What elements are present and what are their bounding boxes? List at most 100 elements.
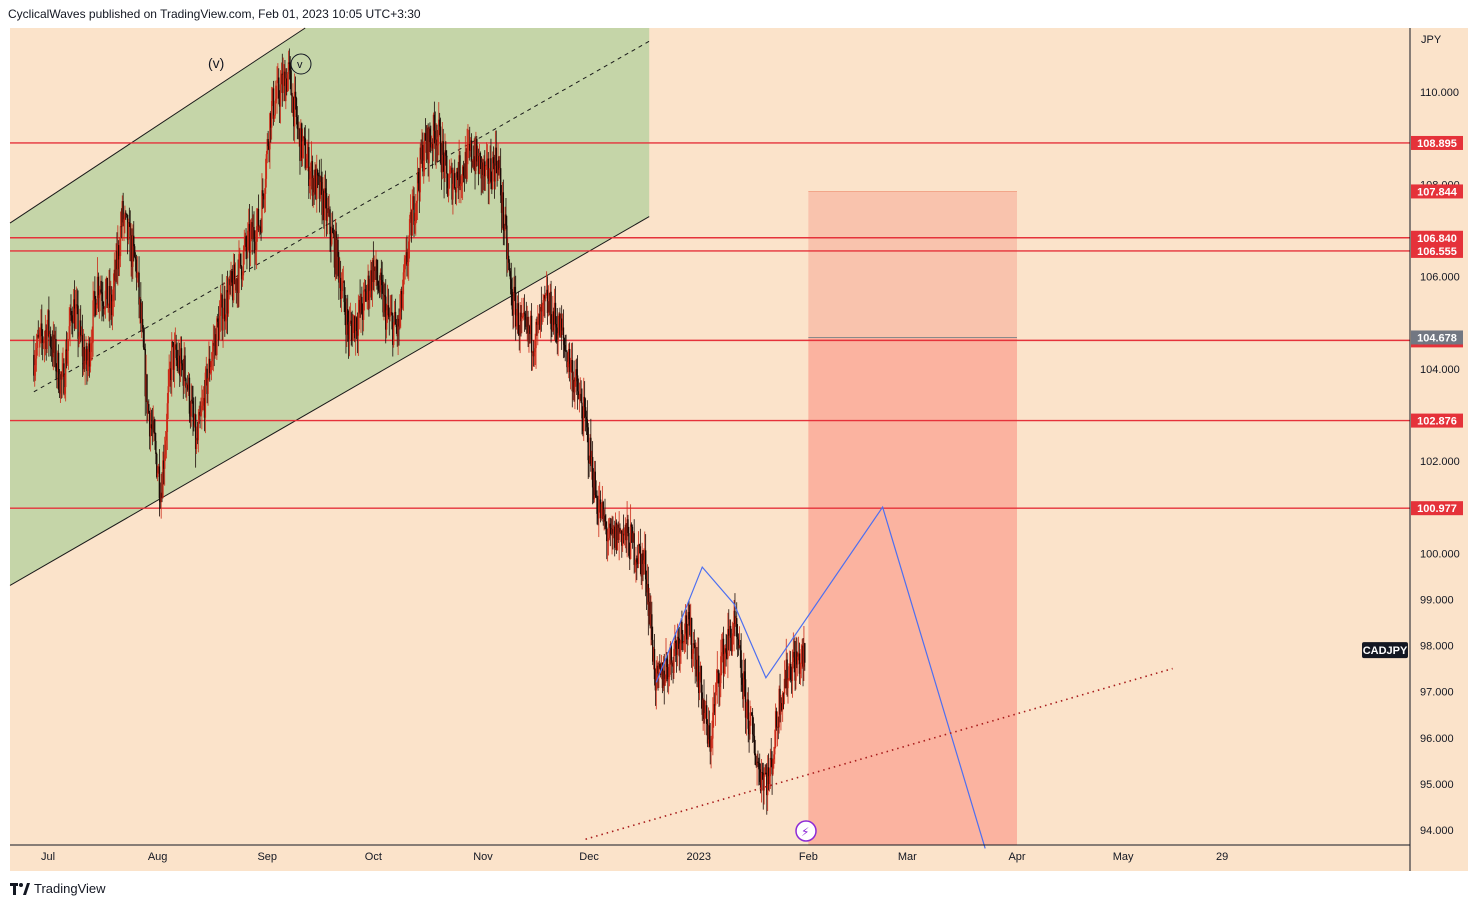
footer-brand[interactable]: TradingView <box>10 881 106 896</box>
candle-body <box>588 460 590 464</box>
candle-body <box>63 363 65 394</box>
candle-body <box>69 308 71 327</box>
candle-body <box>478 153 481 174</box>
candle-body <box>334 231 337 268</box>
candle-body <box>522 315 524 317</box>
candle-body <box>179 348 182 376</box>
candle-body <box>291 94 293 113</box>
candle-body <box>728 628 730 636</box>
candle-body <box>445 150 447 156</box>
price-tick-label: 106.000 <box>1420 272 1460 284</box>
candle-body <box>772 759 774 775</box>
candle-body <box>221 294 223 331</box>
candle-body <box>508 262 511 272</box>
candle-body <box>189 413 192 417</box>
candle-body <box>448 174 451 188</box>
candle-body <box>765 772 767 775</box>
candle-body <box>127 222 130 240</box>
candle-body <box>695 659 697 669</box>
candle-body <box>64 349 67 388</box>
candle-body <box>220 294 222 304</box>
candle-body <box>547 301 550 313</box>
candle-body <box>112 286 115 302</box>
candle-body <box>574 381 576 393</box>
time-tick-label: May <box>1113 851 1134 863</box>
candle-body <box>262 190 264 196</box>
price-tick-label: 97.000 <box>1420 687 1454 699</box>
time-tick-label: Mar <box>898 851 917 863</box>
candle-body <box>454 187 457 193</box>
candle-body <box>294 91 297 99</box>
candle-body <box>598 499 601 506</box>
candle-body <box>459 155 461 186</box>
candle-body <box>352 323 354 341</box>
candle-body <box>705 705 707 713</box>
candle-body <box>692 643 695 654</box>
candle-body <box>754 753 756 765</box>
price-badge <box>1411 243 1463 258</box>
candle-body <box>58 389 61 394</box>
candle-body <box>724 648 726 655</box>
candle-body <box>232 264 235 301</box>
candle-body <box>796 651 798 665</box>
candle-body <box>433 114 436 131</box>
candle-body <box>95 298 97 315</box>
candle-body <box>564 345 566 351</box>
candle-body <box>804 643 806 663</box>
candle-body <box>705 705 708 724</box>
candle-body <box>519 312 521 335</box>
candle-body <box>624 524 627 530</box>
candle-body <box>656 665 658 668</box>
candle-body <box>539 307 542 330</box>
candle-body <box>729 625 732 638</box>
candle-body <box>91 342 93 344</box>
candle-body <box>83 347 85 370</box>
time-scale-area[interactable] <box>10 845 1410 871</box>
candle-body <box>259 226 261 228</box>
candle-body <box>622 533 625 536</box>
candle-body <box>480 156 482 179</box>
candle-body <box>207 378 209 394</box>
candle-body <box>439 126 442 164</box>
candle-body <box>179 355 181 376</box>
candle-body <box>747 699 749 729</box>
candle-body <box>791 662 794 681</box>
candle-body <box>160 492 162 503</box>
candle-body <box>558 313 560 334</box>
candle-body <box>548 301 550 313</box>
candle-body <box>424 133 427 141</box>
candle-body <box>462 166 465 176</box>
candle-body <box>52 334 55 358</box>
candle-body <box>387 305 390 316</box>
candle-body <box>452 183 454 200</box>
candle-body <box>479 153 482 157</box>
candle-body <box>527 316 529 334</box>
candle-body <box>382 285 384 313</box>
candle-body <box>195 437 198 449</box>
candle-body <box>681 621 683 635</box>
candle-body <box>736 636 739 640</box>
candle-body <box>568 348 571 372</box>
candle-body <box>431 143 433 148</box>
candle-body <box>469 140 472 151</box>
candle-body <box>316 170 318 200</box>
candle-body <box>415 200 418 204</box>
candle-body <box>354 316 356 339</box>
candle-body <box>308 147 310 187</box>
candle-body <box>667 666 669 680</box>
candle-body <box>292 97 294 113</box>
candle-body <box>330 234 332 245</box>
candle-body <box>76 304 78 306</box>
candle-body <box>362 313 364 320</box>
candle-body <box>675 643 678 655</box>
candle-body <box>803 643 805 667</box>
candle-body <box>298 128 300 130</box>
lightning-icon[interactable] <box>795 820 817 842</box>
candle-body <box>516 303 519 316</box>
candle-body <box>323 190 325 220</box>
candle-body <box>260 226 262 233</box>
candle-body <box>136 273 138 278</box>
price-scale-area[interactable] <box>1410 28 1468 871</box>
candle-body <box>86 346 88 371</box>
